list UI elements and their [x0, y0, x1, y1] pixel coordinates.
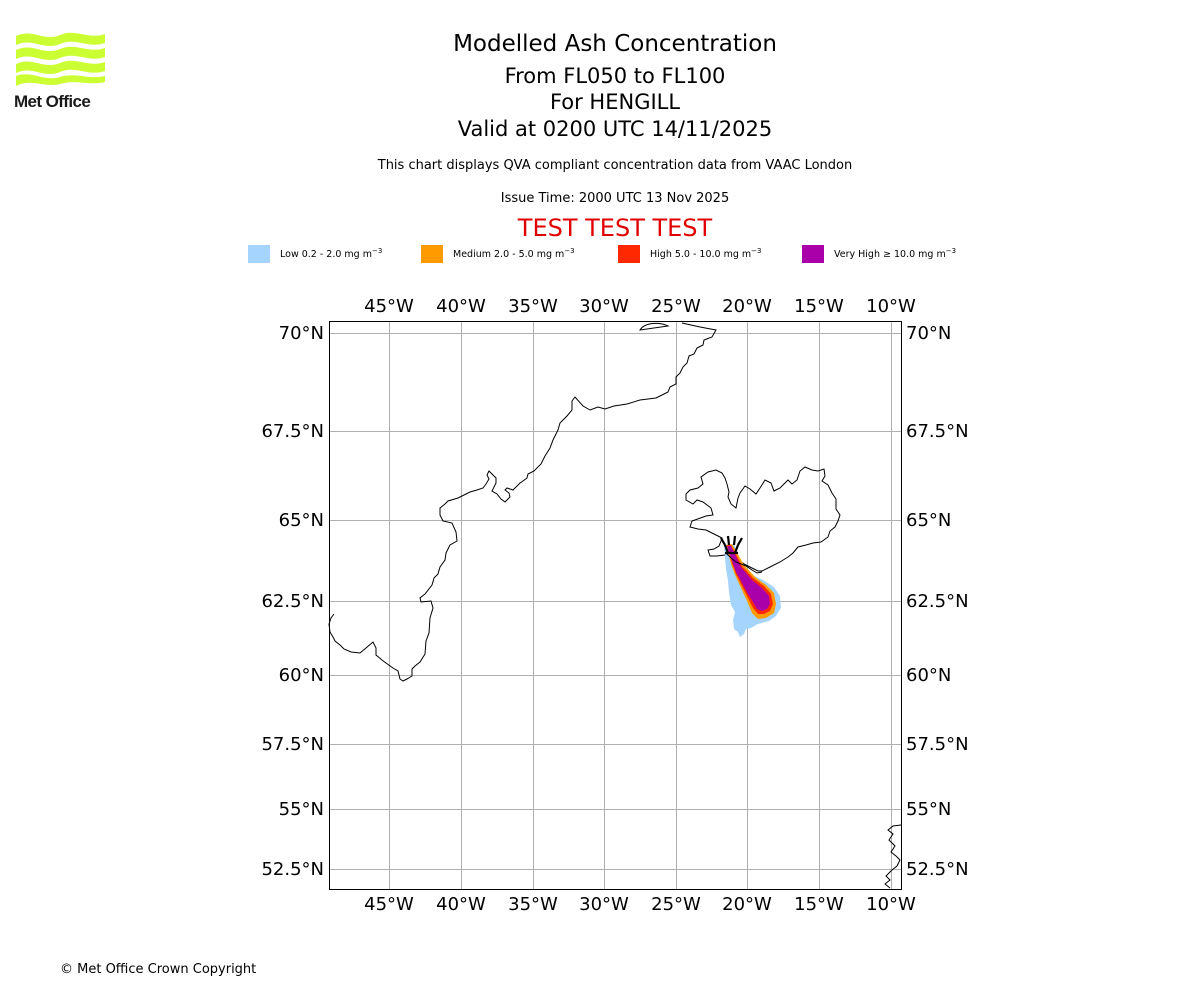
legend-swatch-high: [618, 245, 640, 263]
lon-tick-label-top: 15°W: [794, 296, 844, 317]
lon-tick-label-bottom: 45°W: [364, 894, 414, 915]
copyright-notice: © Met Office Crown Copyright: [60, 962, 257, 977]
legend-exp-high: −3: [751, 247, 762, 255]
logo-text: Met Office: [14, 92, 91, 111]
axis-labels: 45°W 45°W 40°W 40°W 35°W 35°W 30°W 30°W 25°W 25°W…: [261, 296, 968, 915]
met-office-waves-icon: [16, 32, 105, 86]
legend-exp-very-high: −3: [945, 247, 957, 255]
lat-tick-label-left: 52.5°N: [261, 859, 324, 880]
ireland-coastline: [884, 824, 902, 889]
lon-tick-label-top: 30°W: [579, 296, 629, 317]
lon-tick-label-bottom: 35°W: [508, 894, 558, 915]
lon-tick-label-top: 45°W: [364, 296, 414, 317]
lon-tick-label-bottom: 10°W: [866, 894, 916, 915]
lat-tick-label-left: 65°N: [279, 510, 324, 531]
met-office-logo: Met Office: [14, 30, 106, 112]
lat-tick-label-left: 57.5°N: [261, 734, 324, 755]
lat-tick-label-left: 60°N: [279, 665, 324, 686]
test-banner: TEST TEST TEST: [517, 214, 713, 242]
legend-swatch-medium: [421, 245, 443, 263]
lon-tick-label-bottom: 25°W: [651, 894, 701, 915]
map-frame: [329, 321, 902, 890]
lon-tick-label-top: 35°W: [508, 296, 558, 317]
lat-tick-label-right: 67.5°N: [906, 421, 969, 442]
lat-tick-label-right: 52.5°N: [906, 859, 969, 880]
lon-tick-label-top: 10°W: [866, 296, 916, 317]
legend-label-low: Low 0.2 - 2.0 mg m: [280, 249, 372, 261]
lat-tick-label-left: 62.5°N: [261, 591, 324, 612]
legend-label-very-high: Very High ≥ 10.0 mg m: [834, 249, 946, 261]
iceland-coastline: [685, 466, 841, 572]
issue-time: Issue Time: 2000 UTC 13 Nov 2025: [500, 191, 730, 206]
lat-tick-label-right: 60°N: [906, 665, 951, 686]
lat-tick-label-right: 70°N: [906, 323, 951, 344]
lon-tick-label-top: 20°W: [722, 296, 772, 317]
lon-tick-label-bottom: 30°W: [579, 894, 629, 915]
valid-time: Valid at 0200 UTC 14/11/2025: [457, 117, 773, 141]
lat-tick-label-right: 55°N: [906, 799, 951, 820]
lat-tick-label-left: 70°N: [279, 323, 324, 344]
legend-swatch-low: [248, 245, 270, 263]
volcano-name: For HENGILL: [549, 90, 681, 114]
volcano-icon[interactable]: [720, 535, 743, 555]
lon-tick-label-bottom: 40°W: [436, 894, 486, 915]
graticule: [329, 321, 902, 890]
coastlines: [328, 322, 902, 889]
lon-tick-label-bottom: 15°W: [794, 894, 844, 915]
chart-title: Modelled Ash Concentration: [453, 31, 777, 57]
chart-description: This chart displays QVA compliant concen…: [377, 158, 853, 173]
iceland-south-coast-overlay: [725, 552, 763, 574]
lat-tick-label-right: 65°N: [906, 510, 951, 531]
lon-tick-label-top: 25°W: [651, 296, 701, 317]
lat-tick-label-right: 62.5°N: [906, 591, 969, 612]
ash-cloud: [724, 544, 781, 637]
lat-tick-label-left: 67.5°N: [261, 421, 324, 442]
lat-tick-label-right: 57.5°N: [906, 734, 969, 755]
legend-label-high: High 5.0 - 10.0 mg m: [650, 249, 752, 261]
legend-exp-medium: −3: [564, 247, 575, 255]
lon-tick-label-top: 40°W: [436, 296, 486, 317]
greenland-coastline: [328, 322, 717, 682]
lat-tick-label-left: 55°N: [279, 799, 324, 820]
legend-label-medium: Medium 2.0 - 5.0 mg m: [453, 249, 565, 261]
lon-tick-label-bottom: 20°W: [722, 894, 772, 915]
legend-swatch-very-high: [802, 245, 824, 263]
flight-level-range: From FL050 to FL100: [504, 64, 726, 88]
legend-exp-low: −3: [372, 247, 383, 255]
